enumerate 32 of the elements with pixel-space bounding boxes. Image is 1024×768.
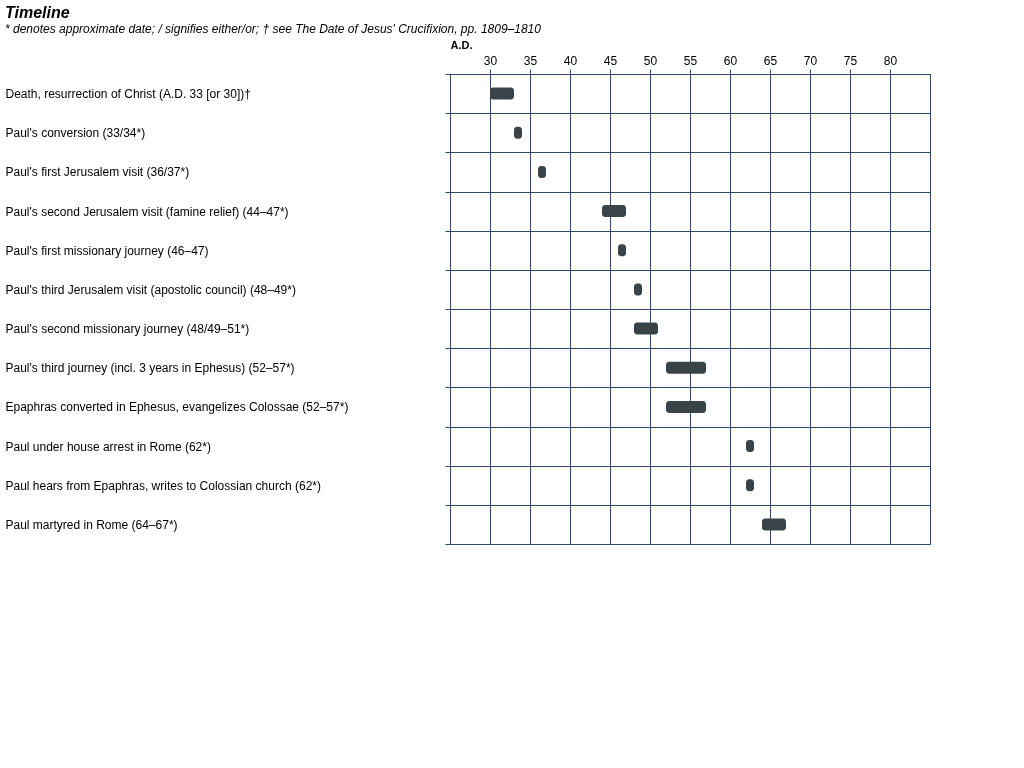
y-tick-label: Paul's second missionary journey (48/49–51*)	[5, 322, 250, 337]
x-tick-label: 75	[843, 53, 858, 68]
x-tick-label: 35	[523, 53, 538, 68]
x-tick-label: 80	[883, 53, 898, 68]
y-tick-label: Paul under house arrest in Rome (62*)	[5, 439, 211, 454]
y-tick-label: Epaphras converted in Ephesus, evangelizes Colossae (52–57*)	[5, 400, 349, 415]
y-tick-label: Paul's conversion (33/34*)	[5, 126, 146, 141]
bar	[762, 518, 786, 531]
x-tick-label: 65	[763, 53, 778, 68]
x-tick-label: 55	[683, 53, 698, 68]
x-tick-label: 30	[483, 53, 498, 68]
text: Timeline	[5, 4, 70, 21]
x-tick-label: 60	[723, 53, 738, 68]
x-tick-label: 70	[803, 53, 818, 68]
y-tick-label: Paul martyred in Rome (64–67*)	[5, 517, 178, 532]
y-tick-label: Paul hears from Epaphras, writes to Colossian church (62*)	[5, 478, 321, 493]
x-tick-label: 50	[643, 53, 658, 68]
y-tick-label: Death, resurrection of Christ (A.D. 33 [or 30])†	[5, 87, 251, 102]
y-tick-label: Paul's third journey (incl. 3 years in Ephesus) (52–57*)	[5, 361, 295, 376]
bar	[634, 322, 658, 335]
text: * denotes approximate date; / signifies either/or; † see The Date of Jesus' Crucifixion, pp. 1809–1810	[5, 22, 542, 36]
bar	[666, 361, 706, 374]
bar	[602, 205, 626, 218]
x-tick-label: 45	[603, 53, 618, 68]
y-tick-label: Paul's first Jerusalem visit (36/37*)	[5, 165, 190, 180]
x-axis-title: A.D.	[450, 38, 473, 51]
y-tick-label: Paul's second Jerusalem visit (famine relief) (44–47*)	[5, 204, 289, 219]
bar	[666, 400, 706, 413]
bar	[490, 87, 514, 100]
y-tick-label: Paul's first missionary journey (46–47)	[5, 243, 209, 258]
x-tick-label: 40	[563, 53, 578, 68]
y-tick-label: Paul's third Jerusalem visit (apostolic council) (48–49*)	[5, 282, 296, 297]
